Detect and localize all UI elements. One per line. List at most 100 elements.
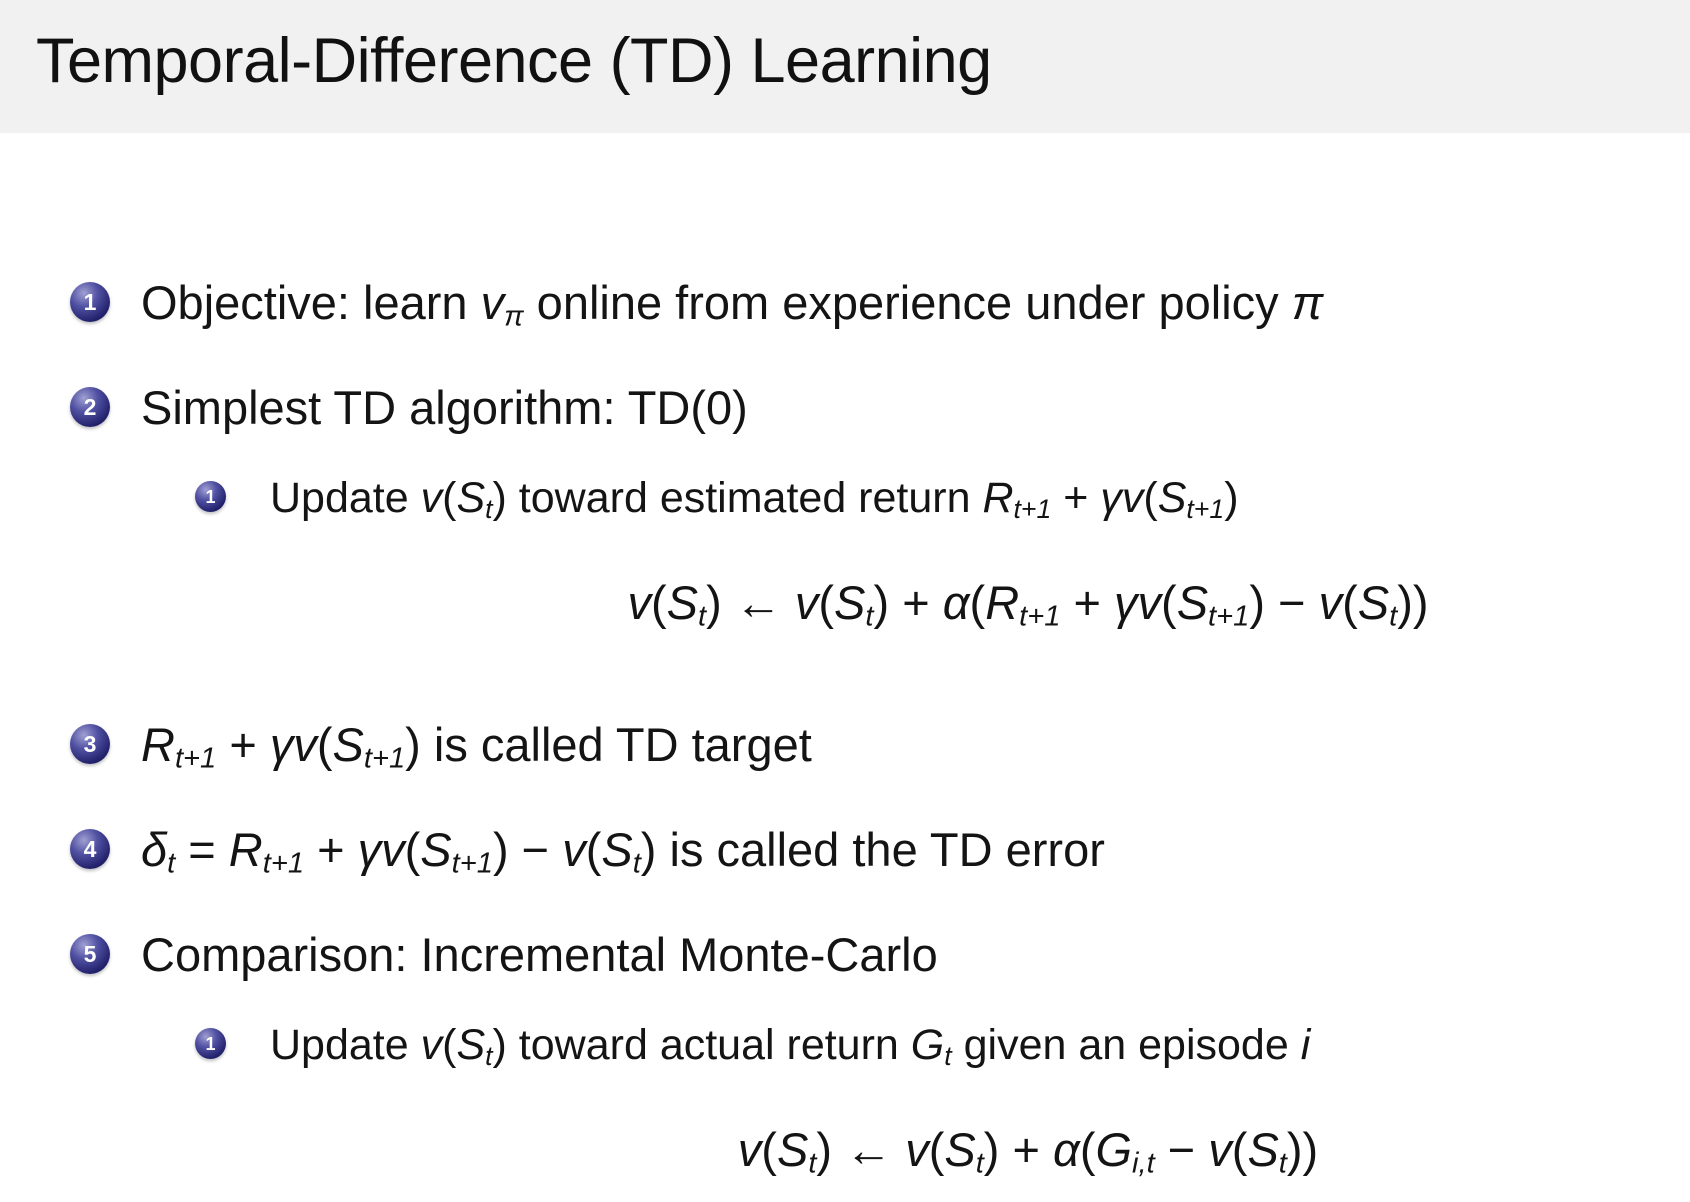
text-segment: Update (270, 474, 421, 523)
text-segment: t (485, 494, 493, 525)
text-segment: given an episode (951, 1021, 1301, 1070)
list-item: 4 δt = Rt+1 + γv(St+1) − v(St) is called … (0, 820, 1690, 893)
text-segment: S (456, 1021, 486, 1070)
text-segment: t (865, 600, 874, 633)
text-segment: v (627, 576, 652, 630)
text-segment: v (420, 474, 443, 523)
text-segment: S (601, 823, 633, 877)
item-number-badge: 4 (70, 829, 110, 870)
slide-title-bar: Temporal-Difference (TD) Learning (0, 0, 1690, 133)
text-segment: t+1 (1186, 494, 1225, 525)
item-number-badge: 2 (70, 387, 110, 428)
text-segment: is called the TD error (656, 823, 1105, 877)
text-segment: ) (405, 717, 421, 771)
text-segment: v (1318, 576, 1343, 630)
text-segment: v (905, 1123, 929, 1177)
text-segment: S (420, 823, 452, 877)
text-segment: + (1060, 576, 1115, 630)
text-segment: G (910, 1021, 945, 1070)
text-segment: t (167, 847, 176, 880)
text-segment: δ (141, 823, 168, 877)
text-segment: ) + (873, 576, 943, 630)
list-item: 2 Simplest TD algorithm: TD(0) (0, 378, 1690, 438)
item-number-badge: 3 (70, 723, 110, 764)
text-segment: γv (269, 717, 317, 771)
slide-body: 1 Objective: learn vπ online from experie… (0, 133, 1690, 1196)
text-segment: v (794, 576, 819, 630)
equation-text: v(St) ← v(St) + α(Rt+1 + γv(St+1) − v(St… (627, 576, 1429, 632)
text-segment: R (982, 474, 1014, 523)
text-segment: π (504, 300, 524, 333)
text-segment: R (985, 576, 1020, 630)
text-segment: ( (1143, 474, 1158, 523)
text-segment: ( (585, 823, 602, 877)
text-segment: S (332, 717, 364, 771)
item-text: Update v(St) toward actual return Gt giv… (270, 1017, 1310, 1084)
text-segment: ( (651, 576, 667, 630)
slide-title: Temporal-Difference (TD) Learning (36, 26, 992, 96)
text-segment: ( (1231, 1123, 1248, 1177)
text-segment: ) ← (816, 1123, 906, 1177)
text-segment: γv (1114, 576, 1162, 630)
text-segment: ( (1079, 1123, 1096, 1177)
text-segment: ) (1224, 474, 1239, 523)
text-segment: G (1095, 1123, 1133, 1177)
text-segment: π (1291, 276, 1324, 329)
text-segment: t (944, 1041, 952, 1072)
sub-list-item: 1 Update v(St) toward actual return Gt gi… (0, 1017, 1690, 1084)
text-segment: ) − (492, 823, 563, 877)
text-segment: online from experience under policy (523, 276, 1292, 329)
text-segment: ( (442, 1021, 457, 1070)
text-segment: ) (492, 1021, 507, 1070)
text-segment: S (1176, 576, 1209, 630)
item-text: Objective: learn vπ online from experien… (141, 273, 1323, 346)
text-segment: ) − (1249, 576, 1319, 630)
text-segment: γv (357, 823, 405, 877)
text-segment: − (1154, 1123, 1209, 1177)
text-segment: t (632, 847, 641, 880)
text-segment: ) + (983, 1123, 1054, 1177)
text-segment: ( (442, 474, 457, 523)
text-segment: S (666, 576, 699, 630)
text-segment: t+1 (174, 742, 217, 775)
text-segment: Update (270, 1021, 421, 1070)
text-segment: + (216, 717, 270, 771)
text-segment: v (480, 276, 505, 329)
text-segment: ( (969, 576, 986, 630)
item-number-badge: 1 (195, 1028, 226, 1060)
text-segment: i (1300, 1021, 1311, 1070)
text-segment: is called TD target (420, 717, 812, 771)
text-segment: + (1051, 474, 1101, 523)
text-segment: ( (818, 576, 835, 630)
item-text: Comparison: Incremental Monte-Carlo (141, 925, 938, 985)
text-segment: t (1389, 600, 1398, 633)
text-segment: t+1 (451, 847, 493, 880)
text-segment: ) (492, 474, 507, 523)
text-segment: v (1208, 1123, 1232, 1177)
text-segment: i,t (1132, 1147, 1155, 1180)
text-segment: toward actual return (506, 1021, 911, 1070)
text-segment: R (141, 717, 175, 771)
equation-text: v(St) ← v(St) + α(Gi,t − v(St)) (738, 1123, 1319, 1179)
list-item: 5 Comparison: Incremental Monte-Carlo (0, 925, 1690, 985)
text-segment: ( (761, 1123, 777, 1177)
text-segment: S (834, 576, 866, 630)
item-number-badge: 1 (195, 481, 226, 513)
text-segment: S (1357, 576, 1390, 630)
text-segment: S (776, 1123, 809, 1177)
text-segment: t (975, 1147, 984, 1180)
item-text: Simplest TD algorithm: TD(0) (141, 378, 748, 438)
text-segment: ) ← (706, 576, 795, 630)
text-segment: = (175, 823, 229, 877)
text-segment: Objective: learn (141, 276, 481, 329)
text-segment: t (1278, 1147, 1287, 1180)
text-segment: t+1 (363, 742, 406, 775)
text-segment: )) (1397, 576, 1429, 630)
text-segment: Comparison: Incremental Monte-Carlo (141, 928, 938, 982)
text-segment: t+1 (1019, 600, 1061, 633)
text-segment: ( (928, 1123, 945, 1177)
text-segment: S (456, 474, 486, 523)
text-segment: )) (1286, 1123, 1319, 1177)
text-segment: t (485, 1041, 493, 1072)
